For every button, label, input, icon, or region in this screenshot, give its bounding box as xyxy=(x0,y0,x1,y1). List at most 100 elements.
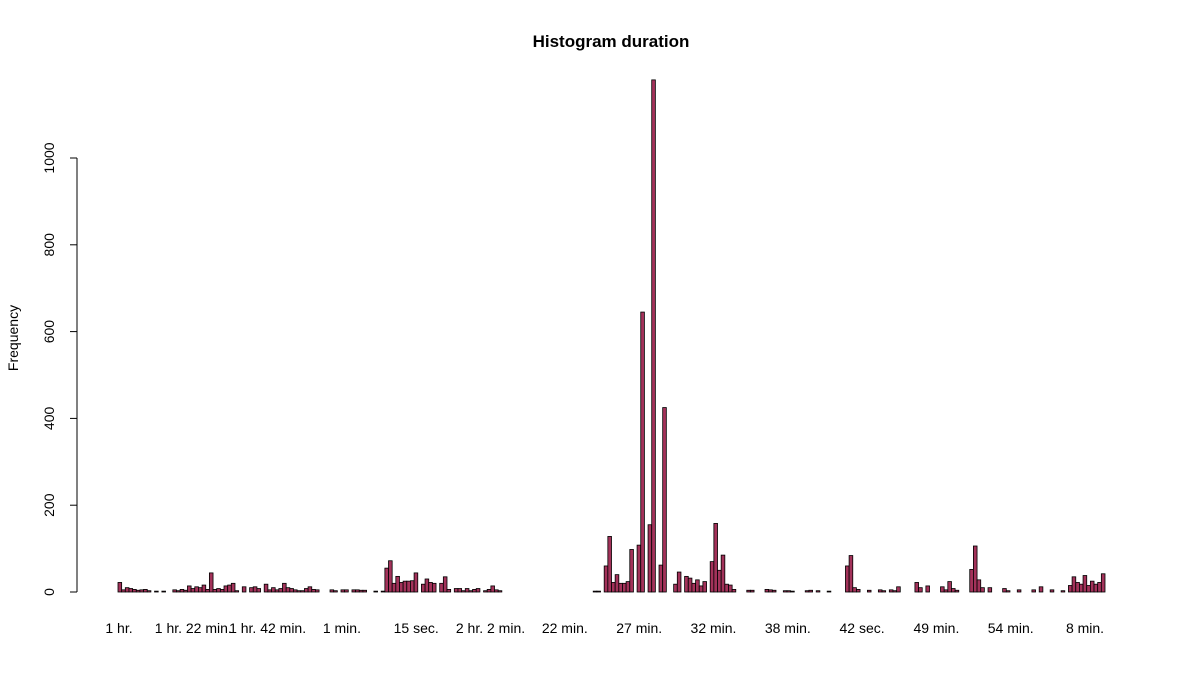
bars-group xyxy=(117,79,1106,593)
histogram-bar xyxy=(1089,580,1095,593)
histogram-bar xyxy=(212,589,218,593)
y-tick-label: 1000 xyxy=(41,142,57,173)
histogram-bar xyxy=(388,560,393,593)
histogram-bar xyxy=(925,585,930,593)
x-tick-label: 27 min. xyxy=(616,620,662,636)
histogram-bar xyxy=(362,589,367,593)
histogram-bar xyxy=(256,588,261,593)
histogram-bar xyxy=(636,544,642,593)
histogram-bar xyxy=(918,587,923,593)
histogram-bar xyxy=(183,589,188,593)
histogram-bar xyxy=(625,581,631,593)
histogram-bar xyxy=(976,579,982,593)
histogram-bar xyxy=(439,582,444,593)
histogram-bar xyxy=(179,589,185,593)
histogram-bar xyxy=(293,589,298,593)
x-tick-label: 2 hr. 2 min. xyxy=(456,620,525,636)
histogram-bar xyxy=(135,589,141,593)
histogram-bar xyxy=(271,587,276,593)
histogram-bar xyxy=(194,586,199,593)
histogram-bar xyxy=(866,589,872,593)
x-tick-label: 54 min. xyxy=(988,620,1034,636)
histogram-bar xyxy=(494,589,499,593)
histogram-bar xyxy=(815,590,821,593)
histogram-bar xyxy=(662,407,667,593)
histogram-bar xyxy=(782,590,788,593)
histogram-bar xyxy=(285,587,291,593)
y-axis-label: Frequency xyxy=(5,305,21,371)
y-tick-label: 0 xyxy=(41,588,57,596)
histogram-bar xyxy=(673,583,678,593)
histogram-bar xyxy=(187,585,192,593)
histogram-bar xyxy=(1082,575,1088,593)
histogram-bar xyxy=(132,589,137,593)
histogram-bar xyxy=(980,587,985,593)
histogram-bar xyxy=(143,589,148,593)
histogram-bar xyxy=(940,586,945,593)
histogram-bar xyxy=(731,589,737,593)
histogram-bar xyxy=(1031,589,1036,593)
histogram-bar xyxy=(1002,588,1007,593)
histogram-bar xyxy=(698,585,704,593)
histogram-bar xyxy=(618,582,623,593)
histogram-bar xyxy=(790,590,795,593)
histogram-bar xyxy=(896,586,901,593)
histogram-bar xyxy=(1060,590,1066,593)
histogram-bar xyxy=(614,574,620,593)
histogram-bar xyxy=(490,585,495,593)
histogram-bar xyxy=(413,572,419,593)
histogram-bar xyxy=(497,590,503,593)
histogram-bar xyxy=(684,575,689,593)
x-tick-label: 22 min. xyxy=(542,620,588,636)
histogram-bar xyxy=(124,587,130,593)
histogram-bar xyxy=(446,589,452,593)
histogram-bar xyxy=(804,590,810,593)
histogram-bar xyxy=(219,589,225,593)
histogram-bar xyxy=(1100,573,1106,593)
histogram-bar xyxy=(845,565,850,593)
histogram-bar xyxy=(746,589,751,593)
histogram-bar xyxy=(464,588,470,593)
histogram-bar xyxy=(951,588,956,593)
histogram-bar xyxy=(695,579,700,593)
histogram-bar xyxy=(406,580,411,593)
histogram-bar xyxy=(340,589,346,593)
histogram-bar xyxy=(399,582,404,593)
histogram-bar xyxy=(216,588,221,593)
histogram-bar xyxy=(428,582,433,593)
histogram-bar xyxy=(249,587,254,593)
y-tick-label: 400 xyxy=(41,407,57,431)
histogram-bar xyxy=(355,589,360,593)
y-axis: 0 200 400 600 800 1000 xyxy=(41,142,78,596)
histogram-bar xyxy=(198,587,203,593)
histogram-bar xyxy=(943,589,949,593)
histogram-bar xyxy=(190,588,196,593)
histogram-bar xyxy=(457,588,463,593)
histogram-bar xyxy=(431,582,437,593)
histogram-bar xyxy=(373,590,378,593)
histogram-bar xyxy=(278,588,283,593)
histogram-bar xyxy=(274,589,280,593)
histogram-bar xyxy=(987,587,993,593)
histogram-bar xyxy=(384,567,389,593)
histogram-bar xyxy=(472,589,477,593)
y-tick-label: 800 xyxy=(41,233,57,257)
histogram-bar xyxy=(1005,590,1011,593)
histogram-bar xyxy=(1093,583,1099,593)
histogram-bar xyxy=(1075,582,1080,593)
histogram-bar xyxy=(468,590,473,593)
histogram-bar xyxy=(442,576,448,593)
histogram-bar xyxy=(786,590,792,593)
histogram-bar xyxy=(483,590,488,593)
histogram-bar xyxy=(1071,576,1077,593)
histogram-bar xyxy=(333,590,338,593)
histogram-bar xyxy=(881,590,887,593)
histogram-bar xyxy=(1086,585,1091,593)
histogram-bar xyxy=(282,582,287,593)
histogram-bar xyxy=(307,586,313,593)
histogram-bar xyxy=(329,589,335,593)
histogram-bar xyxy=(201,584,207,593)
histogram-bar xyxy=(713,523,718,593)
histogram-bar xyxy=(1049,589,1055,593)
histogram-bar xyxy=(351,589,357,593)
